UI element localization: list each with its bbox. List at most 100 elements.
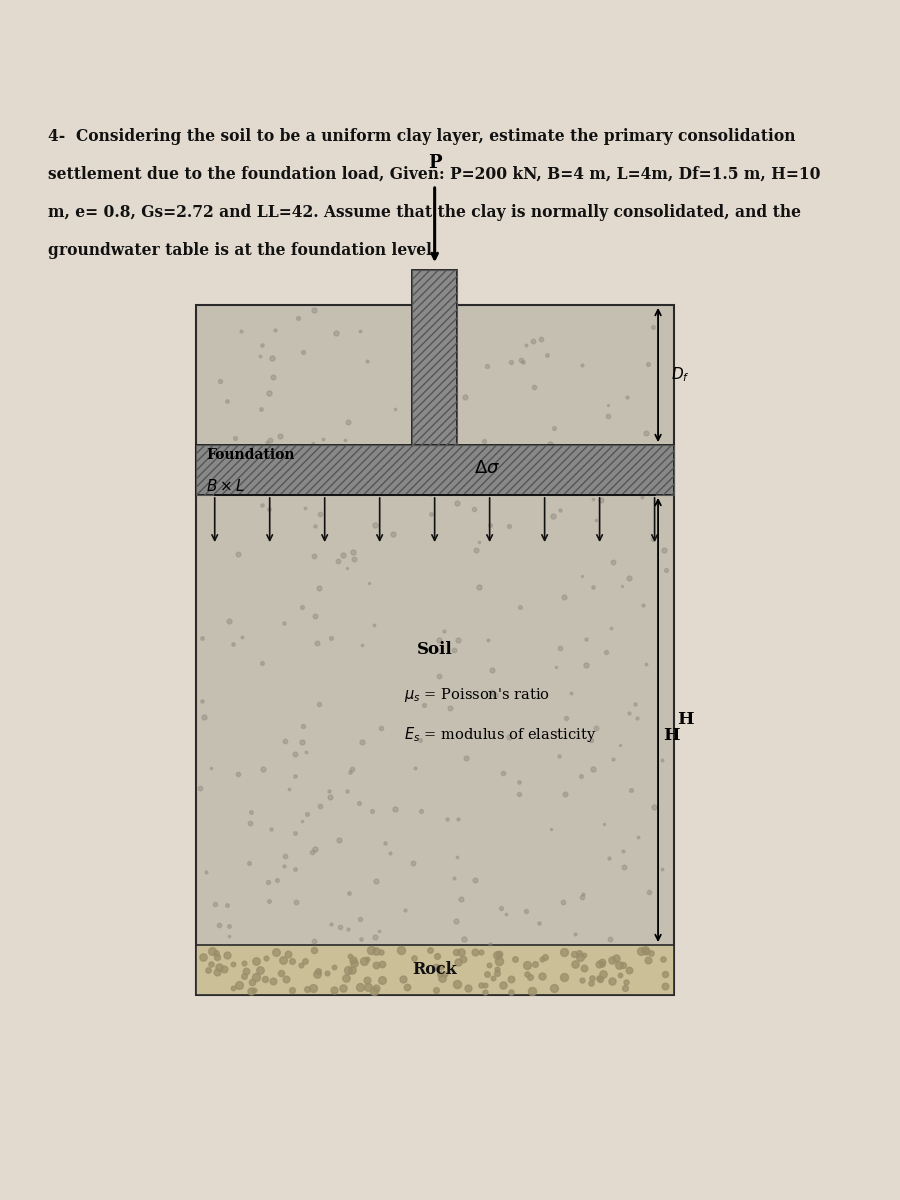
Point — [621, 960, 635, 979]
Point — [225, 978, 239, 997]
Point — [277, 857, 292, 876]
Point — [603, 930, 617, 949]
Bar — [195, 445, 674, 494]
Point — [590, 510, 604, 529]
Text: H: H — [677, 712, 694, 728]
Point — [467, 499, 482, 518]
Point — [553, 500, 567, 520]
Point — [635, 595, 650, 614]
Point — [575, 355, 590, 374]
Point — [616, 576, 630, 595]
Point — [501, 516, 516, 535]
Point — [294, 955, 309, 974]
Point — [585, 968, 599, 988]
Point — [306, 978, 320, 997]
Point — [298, 952, 312, 971]
Point — [605, 950, 619, 970]
Point — [265, 348, 279, 367]
Point — [332, 917, 347, 936]
Point — [294, 811, 309, 830]
Point — [549, 656, 563, 676]
Point — [516, 352, 530, 371]
Bar — [412, 270, 457, 445]
Point — [582, 482, 597, 502]
Point — [345, 960, 359, 979]
Point — [294, 598, 309, 617]
Point — [221, 926, 236, 946]
Point — [274, 964, 288, 983]
Point — [346, 542, 360, 562]
Point — [388, 799, 402, 818]
Point — [594, 490, 608, 509]
Point — [574, 887, 589, 906]
Point — [572, 948, 587, 967]
Point — [563, 469, 578, 488]
Point — [617, 858, 632, 877]
Point — [432, 631, 446, 650]
Point — [324, 914, 338, 934]
Point — [310, 965, 324, 984]
Point — [574, 767, 589, 786]
Point — [575, 971, 590, 990]
Point — [593, 970, 608, 989]
Point — [525, 982, 539, 1001]
Point — [513, 598, 527, 617]
Text: 4-  Considering the soil to be a uniform clay layer, estimate the primary consol: 4- Considering the soil to be a uniform … — [48, 128, 796, 145]
Point — [622, 569, 636, 588]
Point — [338, 968, 353, 988]
Point — [295, 342, 310, 361]
Point — [496, 974, 510, 994]
Text: $\Delta\sigma$: $\Delta\sigma$ — [473, 460, 500, 478]
Point — [221, 916, 236, 935]
Point — [621, 703, 635, 722]
Point — [447, 869, 462, 888]
Point — [433, 965, 447, 984]
Point — [611, 955, 625, 974]
Point — [369, 978, 383, 997]
Point — [446, 641, 461, 660]
Point — [266, 972, 281, 991]
Point — [231, 764, 246, 784]
Point — [544, 818, 559, 838]
Point — [306, 433, 320, 452]
Point — [502, 728, 517, 748]
Text: settlement due to the foundation load, Given: P=200 kN, B=4 m, L=4m, Df=1.5 m, H: settlement due to the foundation load, G… — [48, 166, 820, 182]
Point — [212, 956, 226, 976]
Point — [600, 445, 615, 464]
Point — [195, 947, 210, 966]
Point — [310, 961, 325, 980]
Point — [600, 406, 615, 425]
Point — [627, 467, 642, 486]
Point — [211, 947, 225, 966]
Point — [606, 749, 620, 768]
Point — [638, 941, 652, 960]
Point — [277, 613, 292, 632]
Point — [231, 545, 246, 564]
Point — [534, 329, 548, 348]
Point — [374, 942, 389, 961]
Bar — [195, 445, 674, 494]
Point — [287, 744, 302, 763]
Point — [492, 952, 507, 971]
Point — [592, 968, 607, 988]
Point — [644, 943, 658, 962]
Text: m, e= 0.8, Gs=2.72 and LL=42. Assume that the clay is normally consolidated, and: m, e= 0.8, Gs=2.72 and LL=42. Assume tha… — [48, 204, 801, 221]
Point — [507, 452, 521, 472]
Point — [354, 930, 368, 949]
Point — [311, 695, 326, 714]
Point — [496, 763, 510, 782]
Point — [603, 618, 617, 637]
Point — [576, 959, 590, 978]
Point — [258, 970, 273, 989]
Point — [658, 977, 672, 996]
Point — [504, 968, 518, 988]
Point — [352, 793, 366, 812]
Point — [449, 912, 464, 931]
Point — [572, 944, 586, 964]
Point — [284, 980, 299, 1000]
Point — [418, 695, 432, 714]
Point — [408, 758, 422, 778]
Point — [268, 942, 283, 961]
Point — [362, 574, 376, 593]
Point — [423, 427, 437, 446]
